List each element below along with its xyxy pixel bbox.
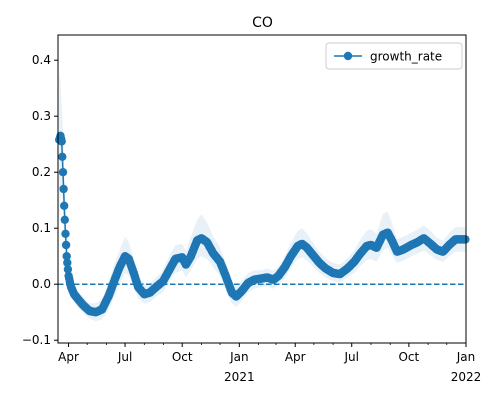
x-tick-year-label: 2021 — [224, 370, 255, 384]
x-tick-label: Jul — [343, 350, 358, 364]
data-point — [461, 235, 470, 244]
axes-layer: −0.1 0.0 0.1 0.2 0.3 0.4 Apr Jul Oct Jan 2021 Apr Ju… — [22, 34, 482, 384]
x-tick-label: Oct — [398, 350, 419, 364]
y-tick-label: 0.2 — [32, 165, 51, 179]
data-point — [58, 152, 67, 161]
data-point — [60, 215, 69, 224]
y-tick-label: 0.0 — [32, 277, 51, 291]
data-point — [58, 168, 68, 177]
legend-marker — [343, 51, 353, 61]
legend-label: growth_rate — [370, 50, 442, 64]
data-point — [62, 252, 71, 261]
y-tick-label: −0.1 — [22, 333, 51, 347]
data-point — [59, 201, 69, 210]
data-point — [57, 137, 66, 146]
confidence-band — [59, 71, 466, 322]
x-tick-label: Jul — [117, 350, 132, 364]
y-tick-label: 0.1 — [32, 221, 51, 235]
data-point — [61, 229, 70, 238]
x-tick-year-label: 2022 — [451, 370, 482, 384]
x-tick-label: Apr — [285, 350, 306, 364]
data-point — [61, 240, 71, 250]
data-point — [59, 184, 68, 194]
legend: growth_rate — [325, 42, 463, 70]
x-tick-label: Oct — [172, 350, 193, 364]
data-point — [63, 258, 72, 267]
x-tick-label: Jan — [229, 350, 249, 364]
x-tick-label: Apr — [58, 350, 79, 364]
chart-title: CO — [252, 15, 273, 31]
legend-box — [325, 42, 463, 70]
plot-frame — [57, 34, 467, 344]
y-tick-label: 0.3 — [32, 109, 51, 123]
data-point — [63, 265, 73, 274]
series-points-layer — [55, 131, 470, 317]
y-tick-label: 0.4 — [32, 53, 51, 67]
confidence-band-layer — [59, 71, 466, 322]
x-tick-label: Jan — [456, 350, 476, 364]
